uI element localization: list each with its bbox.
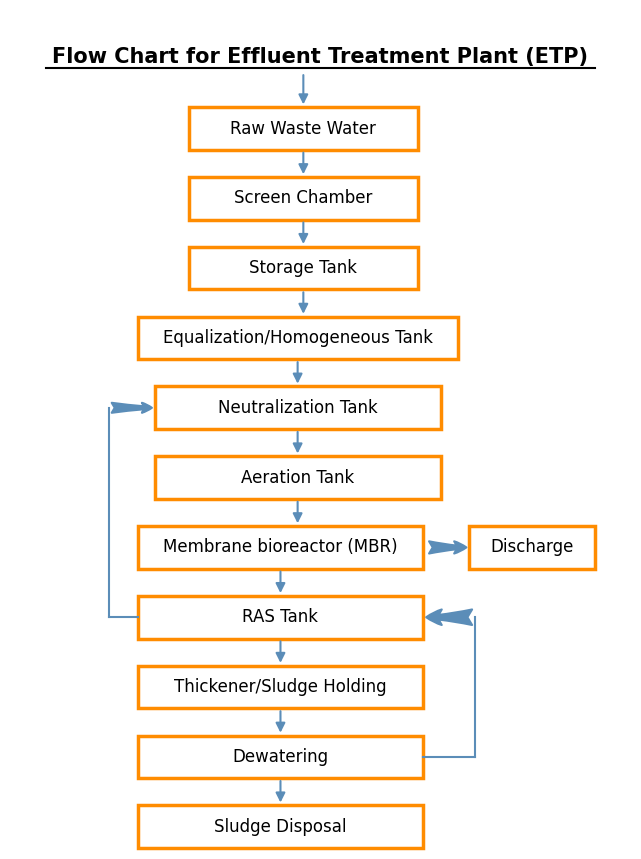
Text: Sludge Disposal: Sludge Disposal — [214, 818, 347, 836]
Text: Membrane bioreactor (MBR): Membrane bioreactor (MBR) — [163, 539, 398, 557]
FancyBboxPatch shape — [469, 526, 595, 569]
FancyBboxPatch shape — [138, 666, 424, 709]
Text: Aeration Tank: Aeration Tank — [241, 469, 354, 486]
FancyBboxPatch shape — [138, 735, 424, 778]
FancyBboxPatch shape — [154, 456, 440, 499]
Text: Flow Chart for Effluent Treatment Plant (ETP): Flow Chart for Effluent Treatment Plant … — [53, 46, 588, 67]
Text: Neutralization Tank: Neutralization Tank — [218, 399, 378, 417]
FancyBboxPatch shape — [154, 387, 440, 430]
FancyBboxPatch shape — [189, 177, 418, 220]
Text: Dewatering: Dewatering — [233, 748, 329, 766]
FancyBboxPatch shape — [138, 596, 424, 638]
Text: Equalization/Homogeneous Tank: Equalization/Homogeneous Tank — [163, 329, 433, 347]
FancyBboxPatch shape — [138, 526, 424, 569]
FancyBboxPatch shape — [189, 107, 418, 149]
FancyBboxPatch shape — [138, 317, 458, 359]
FancyBboxPatch shape — [189, 247, 418, 289]
FancyBboxPatch shape — [138, 806, 424, 848]
Text: Storage Tank: Storage Tank — [249, 259, 357, 277]
Text: RAS Tank: RAS Tank — [242, 608, 319, 626]
Text: Thickener/Sludge Holding: Thickener/Sludge Holding — [174, 678, 387, 696]
Text: Screen Chamber: Screen Chamber — [234, 189, 372, 207]
Text: Discharge: Discharge — [490, 539, 574, 557]
Text: Raw Waste Water: Raw Waste Water — [230, 119, 376, 137]
